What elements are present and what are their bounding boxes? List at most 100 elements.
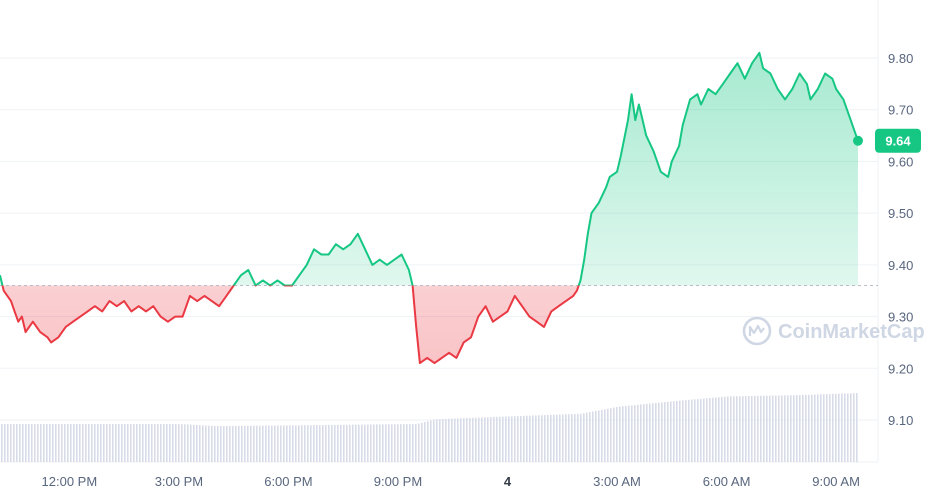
volume-bar [814, 394, 816, 462]
volume-bar [487, 417, 489, 462]
volume-bar [448, 418, 450, 462]
volume-bar [391, 424, 393, 462]
volume-bar [523, 415, 525, 462]
volume-bar [427, 421, 429, 462]
x-tick-label: 6:00 AM [703, 474, 751, 489]
volume-bar [337, 424, 339, 462]
volume-bar [343, 424, 345, 462]
volume-bar [340, 424, 342, 462]
volume-bar [496, 416, 498, 462]
volume-bar [442, 418, 444, 462]
volume-bar [577, 413, 579, 462]
coinmarketcap-logo-icon [742, 316, 772, 346]
volume-bar [334, 424, 336, 462]
volume-bar [382, 424, 384, 462]
volume-bar [679, 400, 681, 462]
volume-bar [313, 425, 315, 462]
volume-bar [559, 414, 561, 462]
volume-bar [610, 408, 612, 462]
volume-bar [28, 424, 30, 462]
volume-bar [685, 400, 687, 462]
volume-bar [304, 425, 306, 462]
volume-bar [31, 424, 33, 462]
volume-bar [667, 401, 669, 462]
volume-bar [655, 402, 657, 462]
volume-bar [544, 415, 546, 462]
volume-bar [43, 424, 45, 462]
volume-bar [763, 395, 765, 462]
x-tick-label: 3:00 PM [155, 474, 203, 489]
volume-bar [64, 424, 66, 462]
volume-bar [736, 396, 738, 462]
volume-bar [199, 425, 201, 462]
volume-bar [658, 402, 660, 462]
volume-bar [403, 424, 405, 462]
volume-bar [457, 418, 459, 462]
volume-bar [550, 414, 552, 462]
volume-bar [13, 424, 15, 462]
volume-bar [499, 416, 501, 462]
volume-bar [676, 400, 678, 462]
volume-bar [844, 393, 846, 462]
volume-bar [160, 424, 162, 462]
volume-bar [169, 424, 171, 462]
volume-bar [88, 424, 90, 462]
volume-bar [838, 393, 840, 462]
volume-bar [421, 422, 423, 462]
volume-bar [532, 415, 534, 462]
volume-bar [61, 424, 63, 462]
volume-bar [631, 405, 633, 462]
volume-bar [508, 416, 510, 462]
volume-bar [217, 426, 219, 462]
volume-bar [349, 424, 351, 462]
volume-bar [709, 397, 711, 462]
volume-bar [205, 425, 207, 462]
y-tick-label: 9.70 [888, 103, 913, 118]
x-tick-label: 3:00 AM [593, 474, 641, 489]
volume-bar [79, 424, 81, 462]
volume-bar [4, 424, 6, 462]
volume-bar [796, 395, 798, 462]
volume-bar [715, 397, 717, 462]
volume-bar [286, 425, 288, 462]
current-price-dot [853, 135, 863, 146]
volume-bars [1, 393, 858, 462]
volume-bar [805, 394, 807, 462]
volume-bar [103, 424, 105, 462]
volume-bar [172, 424, 174, 462]
volume-bar [292, 425, 294, 462]
line-down [1, 285, 580, 365]
volume-bar [751, 395, 753, 462]
volume-bar [325, 424, 327, 462]
volume-bar [139, 424, 141, 462]
volume-bar [784, 395, 786, 462]
volume-bar [187, 424, 189, 462]
volume-bar [295, 425, 297, 462]
volume-bar [229, 425, 231, 462]
volume-bar [70, 424, 72, 462]
volume-bar [694, 399, 696, 462]
volume-bar [832, 393, 834, 462]
area-up [0, 52, 858, 286]
volume-bar [481, 417, 483, 462]
volume-bar [202, 425, 204, 462]
volume-bar [592, 411, 594, 462]
area-down [0, 285, 858, 364]
volume-bar [256, 425, 258, 462]
volume-bar [136, 424, 138, 462]
y-tick-label: 9.80 [888, 51, 913, 66]
volume-bar [352, 424, 354, 462]
volume-bar [55, 424, 57, 462]
volume-bar [571, 414, 573, 462]
volume-bar [802, 394, 804, 462]
volume-bar [175, 424, 177, 462]
volume-bar [640, 404, 642, 462]
volume-bar [781, 395, 783, 462]
volume-bar [154, 424, 156, 462]
volume-bar [772, 395, 774, 462]
volume-bar [214, 426, 216, 462]
volume-bar [208, 425, 210, 462]
volume-bar [808, 394, 810, 462]
volume-bar [163, 424, 165, 462]
